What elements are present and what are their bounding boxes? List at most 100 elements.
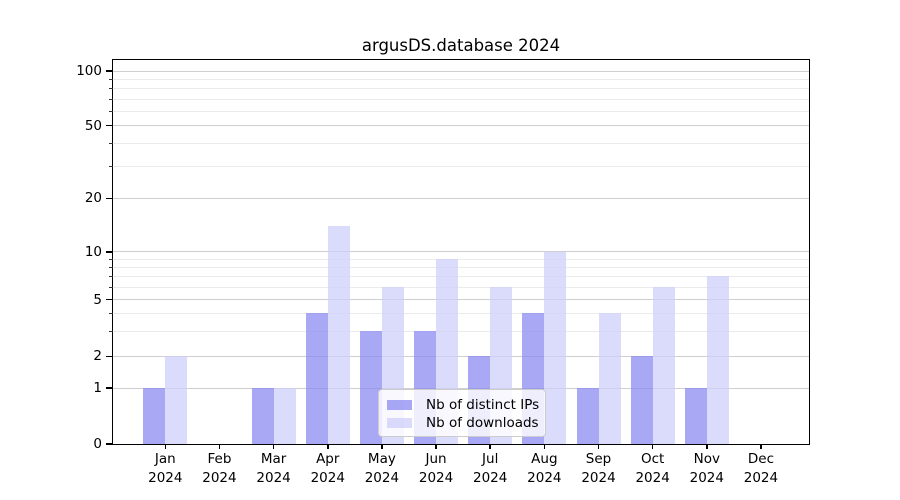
y-tick-minor-90 [109, 78, 113, 80]
y-tick-label-0: 0 [93, 436, 102, 452]
gridline-major-50 [113, 125, 809, 127]
bar-nb-of-downloads-oct [652, 287, 675, 444]
y-tick-minor-80 [109, 88, 113, 90]
y-tick-minor-70 [109, 98, 113, 100]
y-tick-label-50: 50 [84, 117, 102, 134]
x-tick-label-aug: Aug 2024 [514, 450, 574, 488]
x-tick-dec [760, 444, 762, 449]
x-tick-month-text: Nov [693, 451, 720, 467]
y-tick-1 [106, 387, 112, 389]
y-tick-minor-7 [109, 275, 113, 277]
legend-item-distinct-ips: Nb of distinct IPs [387, 396, 539, 414]
gridline-minor-70 [113, 98, 809, 100]
y-tick-minor-30 [109, 165, 113, 167]
x-tick-year-text: 2024 [418, 470, 454, 486]
y-tick-2 [106, 355, 112, 358]
x-tick-jun [435, 444, 437, 449]
x-tick-month-text: Jul [482, 451, 499, 467]
y-tick-5 [106, 298, 112, 301]
bar-nb-of-downloads-apr [327, 226, 350, 444]
x-tick-mar [272, 444, 275, 449]
bar-nb-of-downloads-aug [544, 251, 567, 444]
x-tick-label-apr: Apr 2024 [298, 450, 358, 488]
x-tick-month-text: Aug [531, 451, 558, 467]
gridlines-layer [113, 60, 809, 444]
y-tick-minor-40 [109, 142, 113, 144]
gridline-major-20 [113, 197, 809, 199]
x-tick-label-oct: Oct 2024 [623, 450, 683, 488]
x-tick-year-text: 2024 [689, 470, 724, 486]
bar-nb-of-downloads-jan [165, 356, 188, 444]
x-tick-may [381, 444, 383, 449]
x-tick-nov [706, 444, 708, 449]
bars-layer [113, 60, 809, 444]
gridline-minor-7 [113, 275, 809, 277]
gridline-major-2 [113, 355, 809, 357]
gridline-minor-3 [113, 330, 809, 332]
y-tick-label-20: 20 [84, 190, 102, 207]
bar-nb-of-distinct-ips-jan [143, 388, 166, 444]
bar-nb-of-downloads-sep [598, 313, 621, 444]
x-tick-month-text: Sep [585, 451, 612, 467]
bar-nb-of-downloads-nov [706, 276, 729, 444]
x-tick-sep [597, 444, 600, 449]
y-tick-label-2: 2 [93, 348, 102, 365]
y-tick-label-100: 100 [76, 63, 102, 80]
x-tick-label-feb: Feb 2024 [189, 450, 249, 488]
y-tick-minor-8 [109, 266, 113, 268]
bar-nb-of-distinct-ips-sep [576, 388, 599, 444]
gridline-minor-6 [113, 286, 809, 288]
x-tick-jan [164, 444, 167, 449]
legend-swatch-downloads-icon [387, 418, 412, 428]
gridline-major-10 [113, 251, 809, 253]
bar-nb-of-distinct-ips-nov [684, 388, 707, 444]
x-tick-label-mar: Mar 2024 [244, 450, 304, 488]
x-tick-month-text: Oct [640, 451, 665, 467]
y-tick-10 [106, 251, 112, 253]
legend-item-downloads: Nb of downloads [387, 414, 539, 432]
gridline-major-1 [113, 387, 809, 389]
x-tick-year-text: 2024 [202, 470, 237, 486]
y-tick-20 [106, 197, 112, 200]
y-tick-label-5: 5 [93, 291, 102, 308]
gridline-minor-40 [113, 142, 809, 144]
x-tick-year-text: 2024 [148, 470, 183, 486]
gridline-minor-90 [113, 78, 809, 80]
x-tick-label-jun: Jun 2024 [406, 450, 466, 488]
gridline-minor-30 [113, 165, 809, 167]
bar-nb-of-downloads-mar [273, 388, 296, 444]
x-tick-label-sep: Sep 2024 [569, 450, 629, 488]
gridline-minor-80 [113, 88, 809, 90]
x-tick-year-text: 2024 [743, 470, 779, 486]
x-tick-month-text: Apr [316, 451, 340, 467]
legend-label-downloads: Nb of downloads [426, 415, 539, 431]
x-tick-month-text: May [367, 451, 396, 467]
x-tick-label-may: May 2024 [352, 450, 412, 488]
x-tick-year-text: 2024 [256, 470, 291, 486]
gridline-minor-60 [113, 110, 809, 112]
y-tick-100 [106, 70, 112, 72]
x-tick-year-text: 2024 [635, 470, 670, 486]
x-tick-jul [489, 444, 491, 449]
bar-nb-of-distinct-ips-apr [305, 313, 328, 444]
x-tick-label-dec: Dec 2024 [731, 450, 791, 488]
x-tick-year-text: 2024 [364, 470, 400, 486]
x-tick-apr [327, 444, 329, 449]
legend-swatch-distinct-ips-icon [387, 400, 412, 410]
bar-nb-of-distinct-ips-may [359, 331, 382, 444]
x-tick-oct [651, 444, 654, 449]
y-tick-minor-3 [109, 330, 113, 332]
x-tick-label-jan: Jan 2024 [135, 450, 195, 488]
y-tick-50 [106, 125, 112, 127]
plot-area: Nb of distinct IPs Nb of downloads [112, 59, 810, 445]
bar-nb-of-distinct-ips-oct [630, 356, 653, 444]
legend: Nb of distinct IPs Nb of downloads [378, 389, 546, 437]
x-tick-aug [543, 444, 546, 449]
x-tick-month-text: Jun [425, 451, 447, 467]
gridline-minor-8 [113, 266, 809, 268]
gridline-minor-9 [113, 258, 809, 260]
y-tick-minor-60 [109, 110, 113, 112]
y-tick-0 [106, 443, 112, 445]
x-tick-month-text: Feb [207, 451, 232, 467]
y-tick-minor-4 [109, 312, 113, 314]
